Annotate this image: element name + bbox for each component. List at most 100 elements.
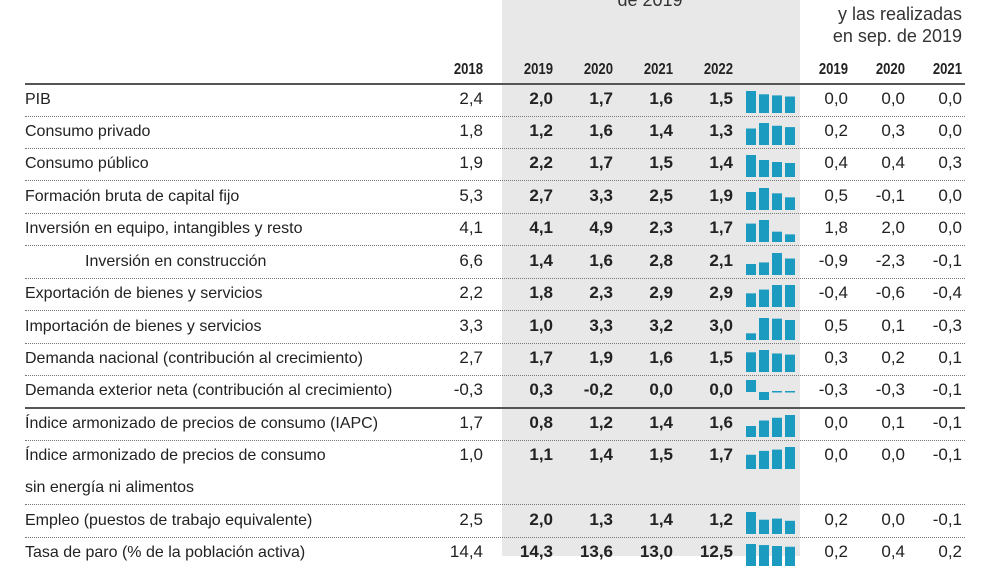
spark-bar [759, 94, 769, 113]
value-cell: 13,0 [639, 542, 673, 561]
value-cell: 1,5 [709, 89, 733, 108]
row-separator [25, 180, 965, 181]
diff-cell: 0,2 [938, 542, 962, 561]
year-header: 2019 [523, 61, 553, 78]
value-cell: 1,4 [529, 251, 553, 270]
spark-bar [746, 352, 756, 372]
sparkline [746, 318, 795, 340]
year-header: 2018 [453, 61, 483, 78]
table-row: Consumo público 1,9 2,2 1,7 1,5 1,4 0,4 0,4 0,3 [0, 149, 990, 181]
sparkline [746, 155, 795, 177]
sparkline [746, 91, 795, 113]
value-cell: 5,3 [459, 186, 483, 205]
value-cell: 2,1 [709, 251, 733, 270]
diff-cell: -0,1 [932, 413, 962, 432]
value-cell: 1,1 [529, 445, 553, 464]
diff-cell: -0,1 [932, 251, 962, 270]
spark-bar [746, 293, 756, 307]
value-cell: 1,3 [589, 510, 613, 529]
diff-year-header: 2020 [875, 61, 905, 78]
spark-bar [785, 258, 795, 275]
value-cell: 2,5 [649, 186, 673, 205]
value-cell: 1,6 [589, 121, 613, 140]
row-label: Consumo privado [25, 123, 151, 140]
value-cell: 0,3 [529, 380, 553, 399]
header-diff-title: y las realizadas en sep. de 2019 [833, 3, 962, 47]
diff-cell: 0,2 [881, 348, 905, 367]
diff-cell: 0,0 [824, 89, 848, 108]
table-row: Demanda nacional (contribución al crecim… [0, 344, 990, 376]
spark-bar [746, 91, 756, 113]
spark-bar [772, 125, 782, 145]
value-cell: 3,2 [649, 316, 673, 335]
value-cell: 1,6 [649, 89, 673, 108]
value-cell: 1,4 [649, 510, 673, 529]
diff-cell: 0,0 [881, 510, 905, 529]
value-cell: 1,7 [709, 445, 733, 464]
spark-bar [772, 253, 782, 275]
diff-cell: -0,1 [932, 510, 962, 529]
value-cell: 0,0 [649, 380, 673, 399]
spark-bar [772, 449, 782, 469]
value-cell: 1,2 [529, 121, 553, 140]
value-cell: 1,6 [649, 348, 673, 367]
value-cell: 2,9 [709, 283, 733, 302]
row-label: PIB [25, 91, 51, 108]
diff-cell: -0,9 [818, 251, 848, 270]
spark-bar [746, 426, 756, 437]
value-cell: 1,7 [459, 413, 483, 432]
spark-bar [746, 192, 756, 210]
year-header: 2021 [643, 61, 673, 78]
diff-cell: 0,0 [938, 89, 962, 108]
sparkline [746, 447, 795, 469]
sparkline [746, 188, 795, 210]
spark-bar [772, 546, 782, 566]
value-cell: -0,2 [583, 380, 613, 399]
value-cell: 1,7 [529, 348, 553, 367]
spark-bar [746, 454, 756, 469]
value-cell: 2,4 [459, 89, 483, 108]
table-row: Importación de bienes y servicios 3,3 1,0 3… [0, 312, 990, 344]
row-label: Exportación de bienes y servicios [25, 285, 263, 302]
sparkline [746, 220, 795, 242]
diff-cell: -0,4 [932, 283, 962, 302]
table-row: Inversión en equipo, intangibles y resto… [0, 214, 990, 246]
spark-bar [785, 197, 795, 210]
value-cell: 1,5 [709, 348, 733, 367]
spark-bar [759, 289, 769, 307]
diff-cell: -0,1 [875, 186, 905, 205]
spark-bar [785, 415, 795, 437]
value-cell: 2,7 [529, 186, 553, 205]
spark-bar [746, 264, 756, 275]
row-separator [25, 245, 965, 246]
value-cell: 1,3 [709, 121, 733, 140]
diff-cell: -0,3 [875, 380, 905, 399]
value-cell: 1,0 [459, 445, 483, 464]
year-header: 2020 [583, 61, 613, 78]
row-label: Tasa de paro (% de la población activa) [25, 544, 306, 561]
spark-bar [785, 320, 795, 340]
spark-bar [759, 188, 769, 210]
diff-cell: -0,1 [932, 445, 962, 464]
value-cell: 1,2 [709, 510, 733, 529]
row-label: Inversión en construcción [85, 253, 267, 270]
value-cell: 1,7 [589, 153, 613, 172]
header-projection-title: de 2019 [617, 0, 683, 10]
diff-cell: 0,1 [881, 316, 905, 335]
sparkline [746, 253, 795, 275]
spark-bar [746, 380, 756, 392]
diff-cell: -2,3 [875, 251, 905, 270]
value-cell: 1,7 [709, 218, 733, 237]
spark-bar [785, 285, 795, 307]
row-label: Índice armonizado de precios de consumo [25, 447, 326, 464]
spark-bar [746, 128, 756, 145]
diff-year-header: 2019 [818, 61, 848, 78]
diff-cell: 0,2 [824, 121, 848, 140]
spark-bar [759, 220, 769, 242]
value-cell: 2,9 [649, 283, 673, 302]
table-row: Índice armonizado de precios de consumo … [0, 409, 990, 441]
diff-cell: 0,0 [824, 445, 848, 464]
diff-cell: 1,8 [824, 218, 848, 237]
value-cell: -0,3 [453, 380, 483, 399]
spark-bar [772, 353, 782, 372]
